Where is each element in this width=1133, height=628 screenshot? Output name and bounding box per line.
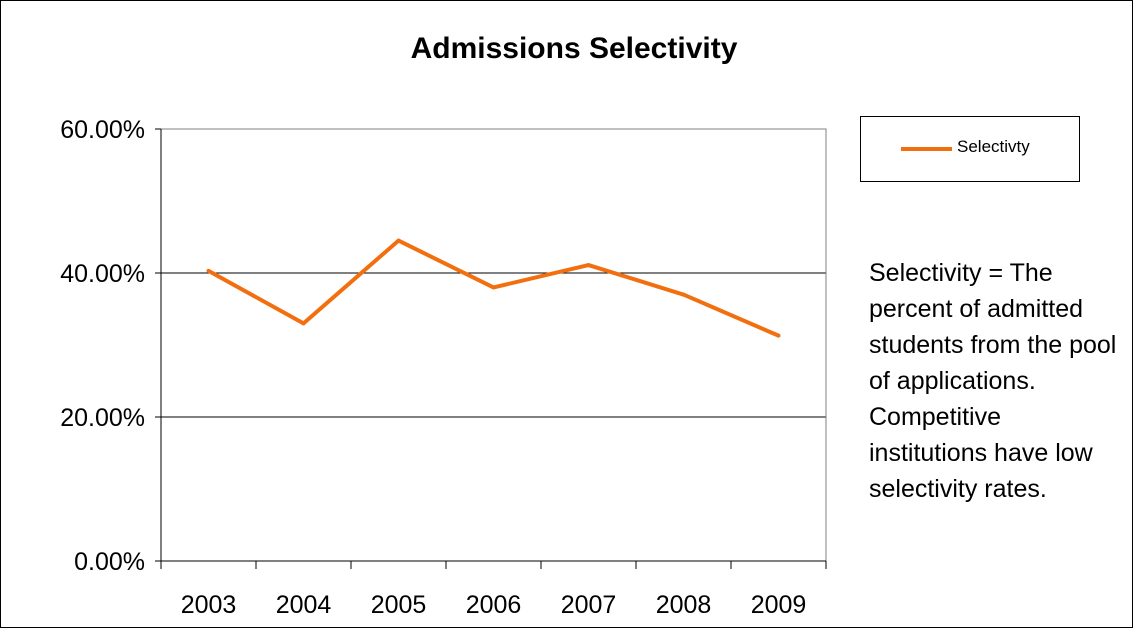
x-tick-label: 2008 — [656, 591, 712, 619]
x-tick-label: 2006 — [466, 591, 522, 619]
x-tick-label: 2004 — [276, 591, 332, 619]
data-point — [586, 263, 591, 268]
x-tick-label: 2003 — [181, 591, 237, 619]
y-tick-label: 60.00% — [60, 116, 145, 144]
data-point — [206, 268, 211, 273]
y-tick-label: 0.00% — [74, 548, 145, 576]
data-point — [396, 238, 401, 243]
data-point — [776, 333, 781, 338]
chart-title: Admissions Selectivity — [410, 32, 738, 65]
x-tick-label: 2007 — [561, 591, 617, 619]
data-point — [301, 321, 306, 326]
data-point — [491, 285, 496, 290]
y-tick-label: 40.00% — [60, 260, 145, 288]
annotation-note: Selectivity = The percent of admitted st… — [869, 259, 1117, 503]
legend-swatch — [901, 147, 952, 151]
legend: Selectivty — [860, 116, 1080, 182]
y-tick-label: 20.00% — [60, 404, 145, 432]
plot-area — [160, 128, 827, 562]
data-point — [681, 292, 686, 297]
x-tick-label: 2009 — [751, 591, 807, 619]
x-tick-label: 2005 — [371, 591, 427, 619]
legend-label: Selectivty — [957, 137, 1030, 156]
